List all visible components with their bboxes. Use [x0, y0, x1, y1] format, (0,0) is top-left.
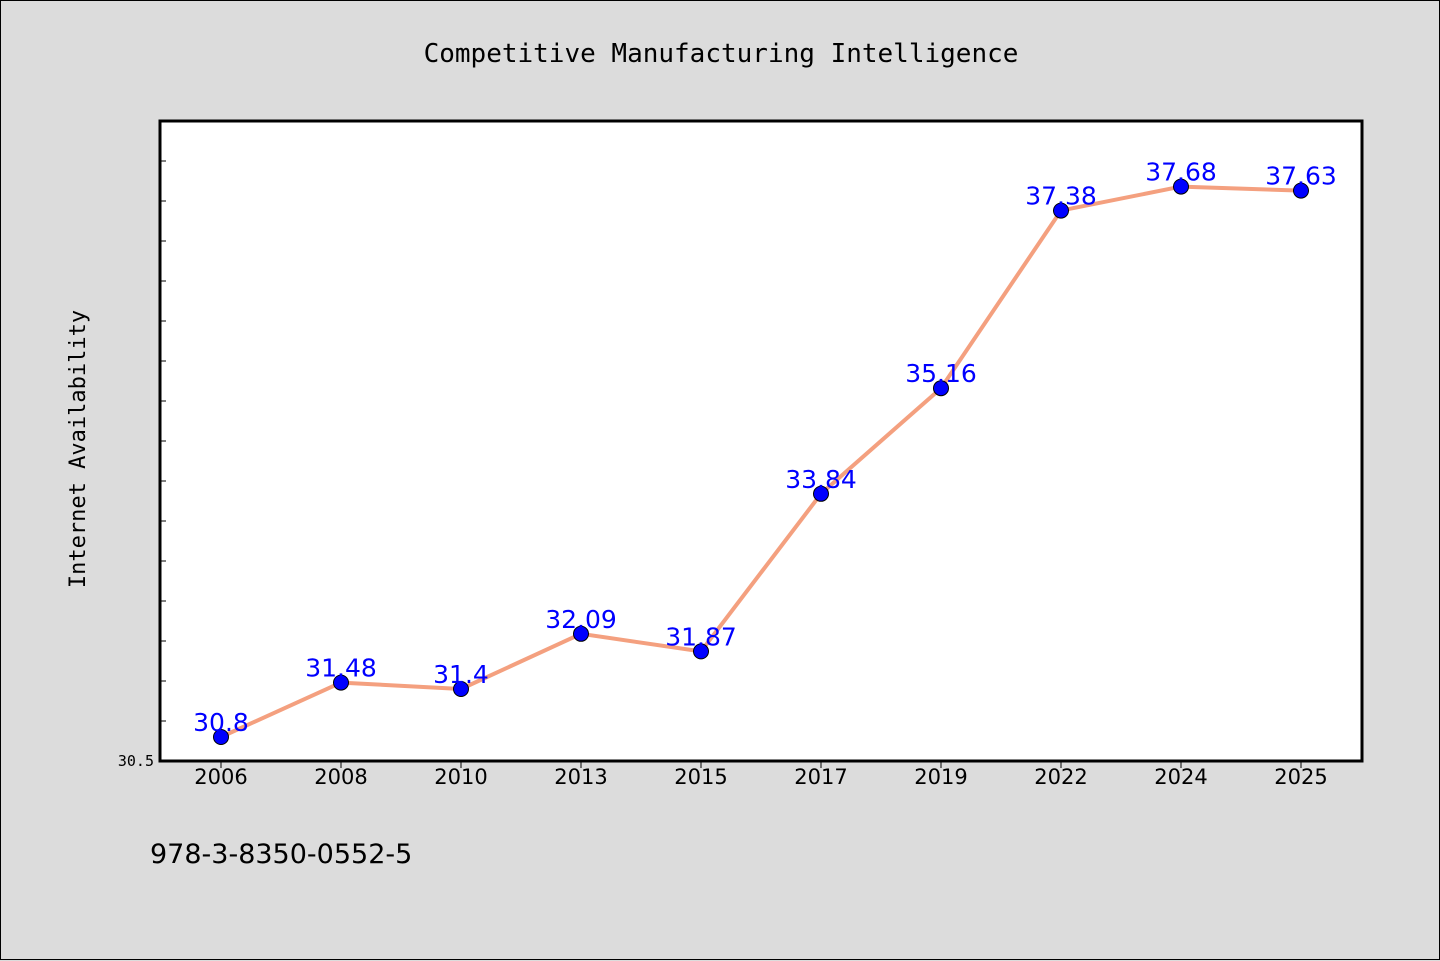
x-tick-label: 2024	[1154, 765, 1207, 789]
data-point	[1053, 202, 1069, 219]
x-tick-label: 2025	[1274, 765, 1327, 789]
x-tick-label: 2008	[314, 765, 367, 789]
y-tick-label: 30.5	[118, 752, 154, 770]
data-label: 33.84	[785, 465, 857, 494]
plot-area	[158, 119, 1364, 763]
data-label: 31.87	[665, 622, 737, 651]
data-point	[693, 643, 709, 660]
data-point	[813, 485, 829, 502]
x-axis-ticks: 2006 2008 2010 2013 2015 2017 2019 2022 2024 2025	[194, 761, 1328, 789]
x-tick-label: 2010	[434, 765, 487, 789]
data-label: 37.63	[1265, 162, 1337, 191]
x-tick-label: 2013	[554, 765, 607, 789]
data-point	[933, 380, 949, 397]
data-label: 37.38	[1025, 182, 1097, 211]
data-point	[1173, 178, 1189, 195]
x-tick-label: 2015	[674, 765, 727, 789]
data-label: 32.09	[545, 605, 617, 634]
data-point	[1293, 182, 1309, 199]
x-tick-label: 2017	[794, 765, 847, 789]
x-tick-label: 2006	[194, 765, 247, 789]
data-point	[573, 625, 589, 642]
data-label: 31.4	[433, 660, 489, 689]
x-tick-label: 2022	[1034, 765, 1087, 789]
data-label: 37.68	[1145, 158, 1217, 187]
chart-title: Competitive Manufacturing Intelligence	[424, 39, 1019, 69]
y-axis-ticks: 30.5	[118, 160, 166, 770]
data-label: 35.16	[905, 359, 977, 388]
series-group: 30.8 31.48 31.4 32.09 31.87 33.84 35.16 37.38 37…	[193, 158, 1337, 745]
y-axis-label: Internet Availability	[66, 310, 91, 588]
data-label: 31.48	[305, 654, 377, 683]
data-point	[453, 681, 469, 697]
data-point	[213, 729, 229, 745]
series-line	[219, 184, 1303, 739]
data-point	[333, 674, 349, 691]
x-tick-label: 2019	[914, 765, 967, 789]
footnote-isbn: 978-3-8350-0552-5	[150, 839, 412, 870]
data-label: 30.8	[193, 708, 249, 737]
